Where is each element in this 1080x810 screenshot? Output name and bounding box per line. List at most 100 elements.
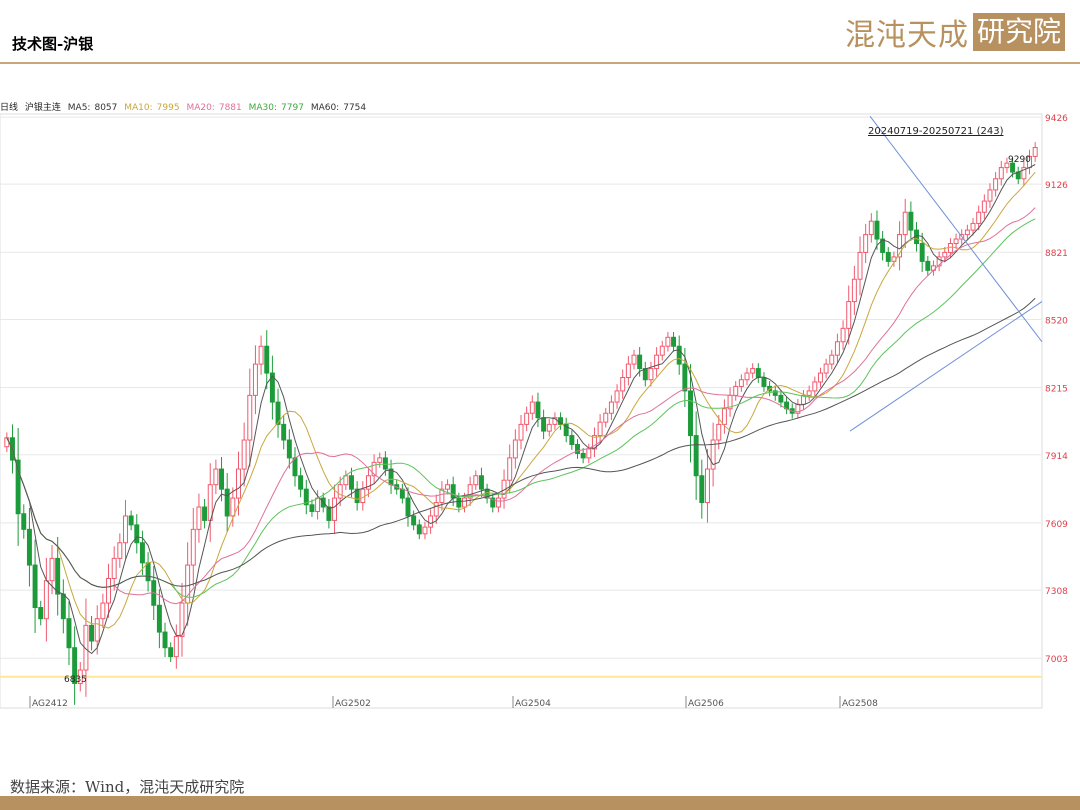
candle-body xyxy=(710,439,716,470)
candle-body xyxy=(806,390,812,396)
candle-body xyxy=(981,200,987,213)
candle-body xyxy=(247,394,253,441)
legend-ma30-label: MA30: xyxy=(248,103,278,113)
ma30-line xyxy=(6,218,1036,598)
candle-body xyxy=(275,401,281,425)
candle-body xyxy=(704,468,710,504)
candle-body xyxy=(269,372,275,403)
candle-body xyxy=(89,624,95,642)
candle-body xyxy=(32,564,38,609)
x-tick-label: AG2412 xyxy=(32,699,68,709)
plot-frame xyxy=(0,113,1043,709)
ma20-line xyxy=(6,207,1036,605)
logo-text: 混沌天成 xyxy=(845,18,969,53)
low-label: 6835 xyxy=(64,675,87,685)
candle-body xyxy=(688,390,693,437)
candle-body xyxy=(473,475,479,486)
trendline-up xyxy=(849,301,1043,432)
candle-body xyxy=(337,484,343,499)
candle-body xyxy=(880,238,886,253)
candle-body xyxy=(490,497,496,508)
candle-body xyxy=(648,368,654,381)
y-tick-label: 7609 xyxy=(1045,520,1068,530)
candle-body xyxy=(603,412,609,423)
candle-body xyxy=(546,423,552,432)
candle-body xyxy=(416,524,422,535)
logo-box-text: 研究院 xyxy=(973,13,1066,51)
candle-body xyxy=(252,363,258,396)
candle-body xyxy=(676,345,682,365)
candle-body xyxy=(224,488,230,517)
candle-body xyxy=(575,443,580,454)
candle-body xyxy=(77,669,83,684)
candle-body xyxy=(829,354,835,365)
candle-body xyxy=(168,647,174,658)
candle-body xyxy=(586,448,592,459)
candle-body xyxy=(94,618,100,642)
candle-body xyxy=(993,178,999,191)
legend-instrument: 沪银主连 xyxy=(24,103,61,113)
candle-body xyxy=(21,513,27,530)
candle-body xyxy=(281,423,287,441)
candle-body xyxy=(213,468,219,486)
candle-body xyxy=(298,475,304,490)
candle-body xyxy=(388,468,394,486)
candle-body xyxy=(38,607,44,620)
candle-body xyxy=(953,238,959,245)
candle-body xyxy=(55,557,61,595)
x-tick-label: AG2506 xyxy=(688,699,724,709)
candle-body xyxy=(693,435,699,477)
candle-body xyxy=(620,377,626,392)
candle-body xyxy=(750,368,756,374)
candle-body xyxy=(162,631,168,649)
ma5-line xyxy=(6,164,1036,655)
candle-body xyxy=(721,408,727,425)
candle-body xyxy=(43,580,49,620)
candle-body xyxy=(315,497,321,512)
candle-body xyxy=(925,260,931,271)
candle-body xyxy=(354,488,360,504)
legend-period: 日线 xyxy=(0,103,19,113)
candle-body xyxy=(936,256,942,267)
candle-body xyxy=(326,506,332,521)
candle-body xyxy=(264,345,270,374)
candle-body xyxy=(597,421,603,437)
candle-body xyxy=(462,497,467,508)
candle-body xyxy=(332,497,338,521)
candle-body xyxy=(733,385,739,396)
candle-body xyxy=(744,372,750,381)
candle-body xyxy=(405,497,411,517)
candle-body xyxy=(507,457,513,481)
candle-body xyxy=(365,475,371,490)
candle-body xyxy=(173,636,179,658)
candle-body xyxy=(26,528,32,566)
legend-ma5-value: 8057 xyxy=(94,103,118,113)
candle-body xyxy=(851,278,857,303)
candle-body xyxy=(778,394,784,403)
candle-body xyxy=(857,251,863,280)
candle-body xyxy=(608,401,614,414)
candle-body xyxy=(377,457,383,463)
candle-body xyxy=(196,506,202,530)
candle-body xyxy=(976,211,982,224)
candle-body xyxy=(863,234,869,253)
legend-ma60-label: MA60: xyxy=(310,103,340,113)
candle-body xyxy=(1032,146,1038,157)
candle-body xyxy=(591,435,597,450)
candle-body xyxy=(450,484,456,499)
candle-body xyxy=(755,368,761,379)
ma10-line xyxy=(6,171,1036,629)
candle-body xyxy=(874,220,880,240)
candle-body xyxy=(642,368,648,381)
candle-body xyxy=(614,390,620,403)
candle-body xyxy=(524,412,530,425)
candle-body xyxy=(190,528,196,566)
candle-body xyxy=(123,515,128,544)
candle-body xyxy=(964,229,970,236)
company-logo: 混沌天成 研究院 xyxy=(845,12,1066,53)
candle-body xyxy=(495,497,501,508)
legend-ma10-label: MA10: xyxy=(124,103,153,113)
candle-body xyxy=(66,618,72,649)
candle-body xyxy=(637,354,643,370)
candle-body xyxy=(659,345,665,356)
